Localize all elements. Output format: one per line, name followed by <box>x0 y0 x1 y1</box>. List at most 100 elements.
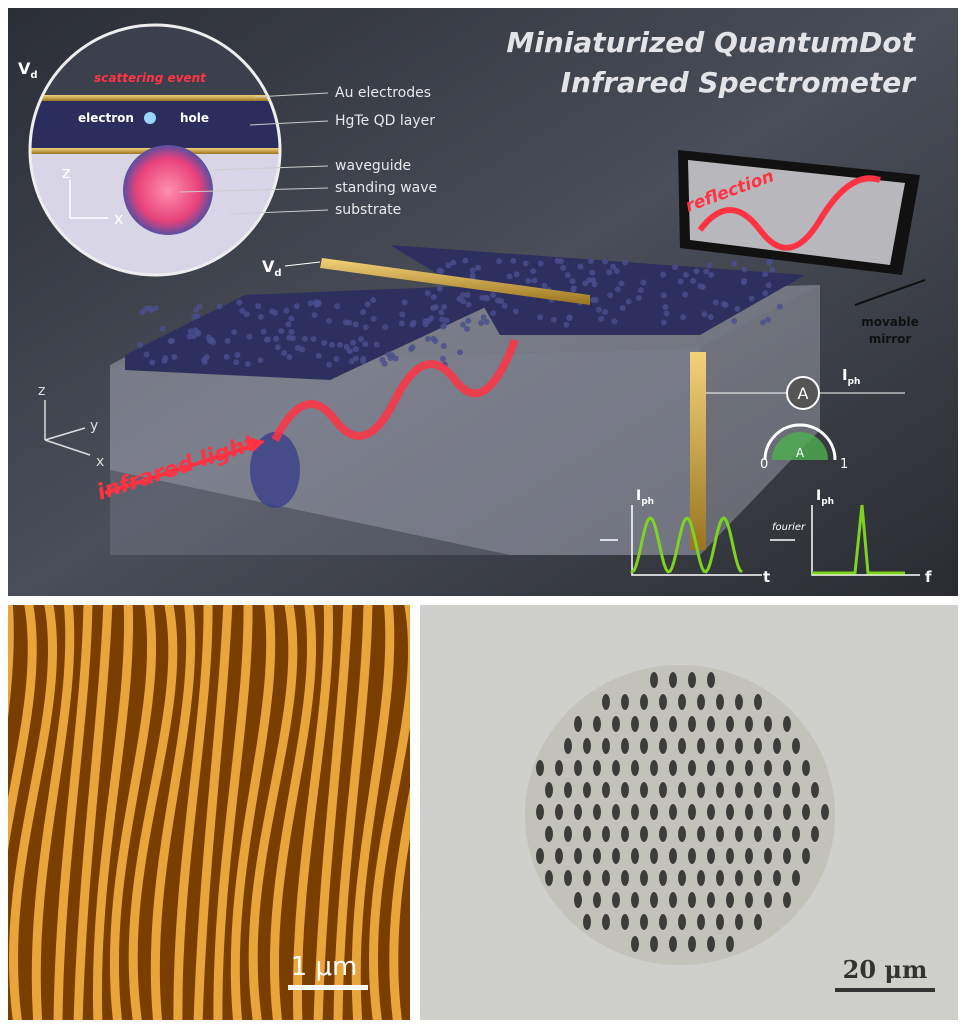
hole <box>555 760 563 776</box>
hole <box>659 782 667 798</box>
qd-dot <box>195 331 201 337</box>
qd-dot <box>462 258 468 264</box>
hole <box>688 804 696 820</box>
title: Infrared Spectrometer <box>561 66 918 99</box>
hole <box>640 870 648 886</box>
qd-dot <box>236 300 242 306</box>
qd-dot <box>143 306 149 312</box>
qd-dot <box>678 278 684 284</box>
qd-dot <box>640 279 646 285</box>
hole <box>697 914 705 930</box>
qd-dot <box>313 299 319 305</box>
hole <box>612 892 620 908</box>
qd-dot <box>171 354 177 360</box>
qd-dot <box>191 314 197 320</box>
hole <box>773 782 781 798</box>
qd-dot <box>285 321 291 327</box>
hole <box>669 672 677 688</box>
scale-bar <box>835 988 935 992</box>
hole <box>659 738 667 754</box>
hole <box>669 892 677 908</box>
hole <box>811 826 819 842</box>
hole <box>716 826 724 842</box>
qd-dot <box>399 312 405 318</box>
qd-dot <box>513 309 519 315</box>
qd-dot <box>231 329 237 335</box>
qd-dot <box>245 361 251 367</box>
qd-dot <box>353 346 359 352</box>
hole <box>631 804 639 820</box>
hole-dot <box>144 112 156 124</box>
qd-dot <box>537 314 543 320</box>
hole <box>754 694 762 710</box>
hole <box>650 936 658 952</box>
qd-dot <box>441 343 447 349</box>
mirror-label: movable <box>861 315 919 329</box>
qd-dot <box>598 316 604 322</box>
qd-dot <box>290 335 296 341</box>
hole <box>545 826 553 842</box>
hole <box>707 760 715 776</box>
hole <box>773 826 781 842</box>
stripe <box>0 600 9 1024</box>
qd-dot <box>619 280 625 286</box>
hole <box>574 892 582 908</box>
hole <box>602 782 610 798</box>
qd-dot <box>560 265 566 271</box>
qd-dot <box>481 314 487 320</box>
qd-dot <box>433 304 439 310</box>
hole <box>631 760 639 776</box>
hole <box>716 782 724 798</box>
qd-dot <box>288 329 294 335</box>
hole <box>716 914 724 930</box>
qd-dot <box>713 299 719 305</box>
hole <box>688 848 696 864</box>
hole <box>688 892 696 908</box>
hole <box>536 760 544 776</box>
inset-label: standing wave <box>335 180 437 196</box>
hole <box>707 892 715 908</box>
qd-dot <box>408 346 414 352</box>
qd-dot <box>257 357 263 363</box>
hole <box>564 870 572 886</box>
qd-dot <box>607 292 613 298</box>
qd-dot <box>382 361 388 367</box>
qd-dot <box>470 268 476 274</box>
qd-dot <box>423 321 429 327</box>
hole <box>745 892 753 908</box>
hole <box>754 738 762 754</box>
qd-dot <box>288 316 294 322</box>
hole <box>697 870 705 886</box>
hole <box>716 694 724 710</box>
qd-dot <box>465 292 471 298</box>
hole <box>735 826 743 842</box>
hole <box>621 694 629 710</box>
axis-x: x <box>114 209 123 228</box>
qd-dot <box>615 286 621 292</box>
qd-dot <box>281 350 287 356</box>
hole <box>726 716 734 732</box>
hole <box>574 848 582 864</box>
qd-dot <box>149 359 155 365</box>
transform-label: fourier <box>772 522 806 533</box>
hole <box>612 848 620 864</box>
inset-label: HgTe QD layer <box>335 113 435 129</box>
qd-dot <box>660 272 666 278</box>
hole <box>545 782 553 798</box>
hole <box>583 914 591 930</box>
ammeter-label: A <box>798 384 809 403</box>
qd-dot <box>353 322 359 328</box>
hole <box>583 870 591 886</box>
qd-dot <box>570 286 576 292</box>
hole <box>650 672 658 688</box>
qd-dot <box>465 318 471 324</box>
mirror-label: mirror <box>869 332 912 346</box>
qd-dot <box>558 258 564 264</box>
qd-dot <box>498 298 504 304</box>
qd-dot <box>441 304 447 310</box>
hole <box>688 936 696 952</box>
axis-z: z <box>62 163 70 182</box>
qd-dot <box>370 297 376 303</box>
qd-dot <box>708 314 714 320</box>
qd-dot <box>611 318 617 324</box>
